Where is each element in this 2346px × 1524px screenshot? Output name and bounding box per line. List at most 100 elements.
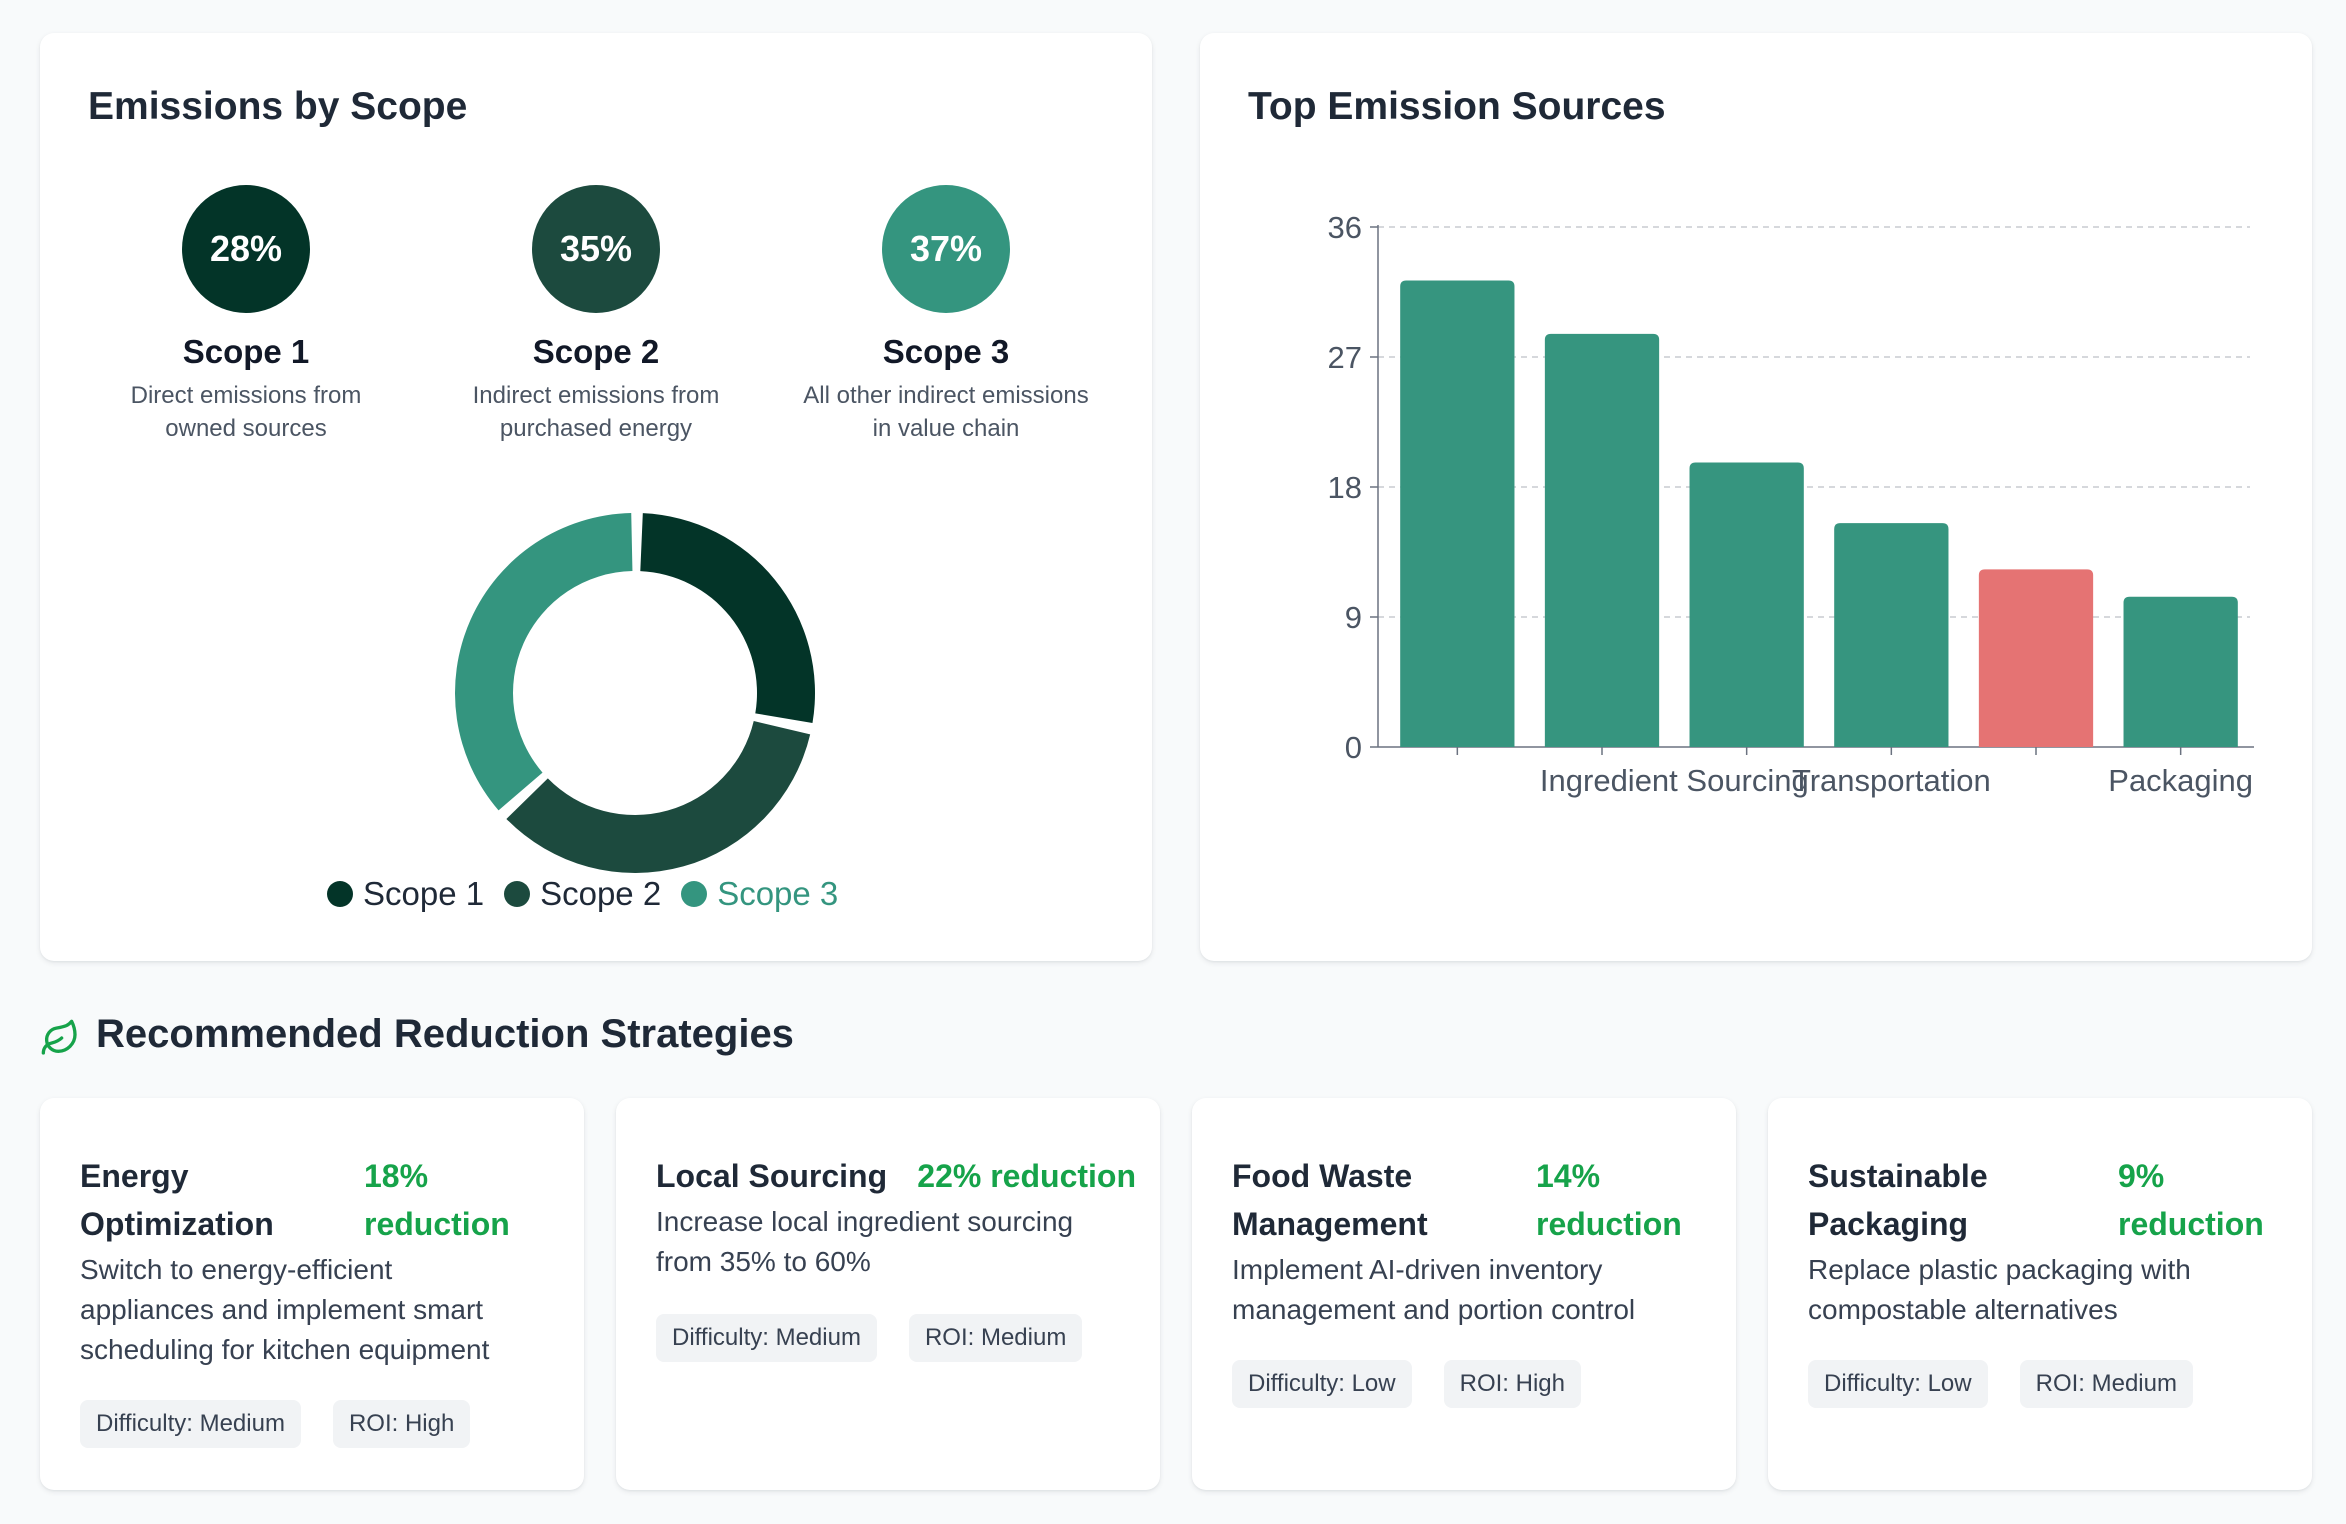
strategy-description-line: scheduling for kitchen equipment xyxy=(80,1334,490,1365)
reduction-strategies-title: Recommended Reduction Strategies xyxy=(96,1012,794,1056)
strategy-name-line: Management xyxy=(1232,1206,1428,1242)
strategy-tags: Difficulty: Low ROI: High xyxy=(1232,1360,1613,1408)
strategy-description-line: from 35% to 60% xyxy=(656,1246,871,1277)
strategy-name: Energy Optimization xyxy=(80,1152,274,1248)
bar-2[interactable] xyxy=(1544,333,1660,747)
scope-2-description-line: purchased energy xyxy=(499,415,693,442)
leaf-icon xyxy=(41,1019,77,1055)
strategy-name: Sustainable Packaging xyxy=(1808,1152,1988,1248)
donut-slice-scope-2[interactable] xyxy=(506,721,811,873)
scope-1-name: Scope 1 xyxy=(182,333,310,370)
scope-2-name: Scope 2 xyxy=(532,333,660,370)
y-tick-label: 0 xyxy=(1345,730,1362,765)
x-tick-label: Packaging xyxy=(2108,763,2253,798)
scope-1-percent-circle: 28% xyxy=(182,185,310,313)
donut-slice-scope-3[interactable] xyxy=(455,513,633,811)
scope-2-description-line: Indirect emissions from xyxy=(472,382,720,409)
scope-2-description: Indirect emissions from purchased energy xyxy=(426,379,766,445)
x-tick-label: Ingredient Sourcing xyxy=(1540,763,1809,798)
difficulty-badge: Difficulty: Low xyxy=(1232,1360,1412,1408)
strategy-reduction: 18% reduction xyxy=(364,1152,554,1248)
legend-item-scope-2[interactable]: Scope 2 xyxy=(504,875,661,913)
y-tick-label: 18 xyxy=(1328,470,1362,505)
strategy-name-line: Sustainable xyxy=(1808,1158,1988,1194)
bar-1[interactable] xyxy=(1400,280,1515,747)
strategy-reduction-line: 22% reduction xyxy=(917,1158,1136,1194)
top-emission-sources-title: Top Emission Sources xyxy=(1248,85,1666,128)
strategy-header: Energy Optimization 18% reduction xyxy=(80,1152,554,1248)
strategy-name-line: Optimization xyxy=(80,1206,274,1242)
legend-label-scope-2: Scope 2 xyxy=(540,875,662,912)
y-tick-label: 27 xyxy=(1328,340,1362,375)
strategy-reduction: 22% reduction xyxy=(917,1152,1136,1200)
difficulty-badge: Difficulty: Medium xyxy=(80,1400,301,1448)
strategy-name: Food Waste Management xyxy=(1232,1152,1428,1248)
emissions-by-scope-card: Emissions by Scope 28% Scope 1 Direct em… xyxy=(40,33,1152,961)
strategy-name-line: Food Waste xyxy=(1232,1158,1413,1194)
scope-2-summary: 35% Scope 2 Indirect emissions from purc… xyxy=(426,185,766,445)
strategy-name-line: Packaging xyxy=(1808,1206,1969,1242)
x-tick-label: Transportation xyxy=(1792,763,1991,798)
strategy-header: Food Waste Management 14% reduction xyxy=(1232,1152,1706,1248)
strategy-name: Local Sourcing xyxy=(656,1152,887,1200)
strategy-reduction: 14% reduction xyxy=(1536,1152,1706,1248)
strategy-card-food-waste-management[interactable]: Food Waste Management 14% reduction Impl… xyxy=(1192,1098,1736,1490)
donut-slice-scope-1[interactable] xyxy=(640,513,815,724)
strategy-description-line: Replace plastic packaging with xyxy=(1808,1254,2191,1285)
bar-3[interactable] xyxy=(1689,462,1804,747)
scope-1-description-line: Direct emissions from xyxy=(130,382,362,409)
y-tick-label: 36 xyxy=(1328,210,1362,245)
strategy-reduction-line: 14% xyxy=(1536,1158,1601,1194)
bar-4[interactable] xyxy=(1834,523,1949,747)
strategy-reduction-line: 9% xyxy=(2118,1158,2165,1194)
scope-3-summary: 37% Scope 3 All other indirect emissions… xyxy=(776,185,1116,445)
scope-donut-chart xyxy=(455,513,815,873)
strategy-tags: Difficulty: Low ROI: Medium xyxy=(1808,1360,2225,1408)
scope-1-summary: 28% Scope 1 Direct emissions from owned … xyxy=(76,185,416,445)
roi-badge: ROI: High xyxy=(1443,1360,1581,1408)
strategy-card-local-sourcing[interactable]: Local Sourcing 22% reduction Increase lo… xyxy=(616,1098,1160,1490)
strategy-description-line: management and portion control xyxy=(1232,1294,1636,1325)
strategy-card-sustainable-packaging[interactable]: Sustainable Packaging 9% reduction Repla… xyxy=(1768,1098,2312,1490)
strategy-tags: Difficulty: Medium ROI: Medium xyxy=(656,1314,1114,1362)
bar-5[interactable] xyxy=(1978,569,2094,747)
legend-item-scope-3[interactable]: Scope 3 xyxy=(681,875,838,913)
y-tick-label: 9 xyxy=(1345,600,1362,635)
strategy-reduction: 9% reduction xyxy=(2118,1152,2282,1248)
strategy-description: Switch to energy-efficient appliances an… xyxy=(80,1250,554,1370)
top-emission-sources-card: Top Emission Sources 0 9 18 27 36 Ingredient … xyxy=(1200,33,2312,961)
strategy-reduction-line: reduction xyxy=(364,1206,510,1242)
strategy-description: Implement AI-driven inventory management… xyxy=(1232,1250,1706,1330)
scope-3-description-line: All other indirect emissions xyxy=(803,382,1089,409)
difficulty-badge: Difficulty: Medium xyxy=(656,1314,877,1362)
bar-6[interactable] xyxy=(2123,596,2238,747)
roi-badge: ROI: Medium xyxy=(908,1314,1083,1362)
legend-dot-scope-2 xyxy=(504,881,531,907)
legend-item-scope-1[interactable]: Scope 1 xyxy=(327,875,484,913)
difficulty-badge: Difficulty: Low xyxy=(1808,1360,1988,1408)
scope-2-percent-circle: 35% xyxy=(532,185,660,313)
strategy-reduction-line: reduction xyxy=(1536,1206,1682,1242)
emissions-by-scope-title: Emissions by Scope xyxy=(88,85,468,128)
strategy-description-line: appliances and implement smart xyxy=(80,1294,484,1325)
legend-dot-scope-3 xyxy=(681,881,708,907)
scope-3-percent-circle: 37% xyxy=(882,185,1010,313)
scope-3-description-line: in value chain xyxy=(872,415,1020,442)
strategy-card-energy-optimization[interactable]: Energy Optimization 18% reduction Switch… xyxy=(40,1098,584,1490)
scope-1-description-line: owned sources xyxy=(165,415,327,442)
strategy-tags: Difficulty: Medium ROI: High xyxy=(80,1400,502,1448)
legend-dot-scope-1 xyxy=(327,881,353,907)
scope-3-description: All other indirect emissions in value ch… xyxy=(776,379,1116,445)
roi-badge: ROI: High xyxy=(332,1400,471,1448)
strategy-description-line: compostable alternatives xyxy=(1808,1294,2118,1325)
emission-sources-bar-chart: 0 9 18 27 36 Ingredient SourcingTransportatio… xyxy=(1328,210,2254,798)
scope-1-description: Direct emissions from owned sources xyxy=(76,379,416,445)
strategy-description: Increase local ingredient sourcing from … xyxy=(656,1202,1130,1282)
strategy-name-line: Energy xyxy=(80,1158,189,1194)
strategy-header: Sustainable Packaging 9% reduction xyxy=(1808,1152,2282,1248)
strategy-description: Replace plastic packaging with compostab… xyxy=(1808,1250,2282,1330)
legend-label-scope-1: Scope 1 xyxy=(363,875,485,912)
roi-badge: ROI: Medium xyxy=(2019,1360,2193,1408)
strategy-reduction-line: 18% xyxy=(364,1158,429,1194)
strategy-name-line: Local Sourcing xyxy=(656,1158,888,1194)
